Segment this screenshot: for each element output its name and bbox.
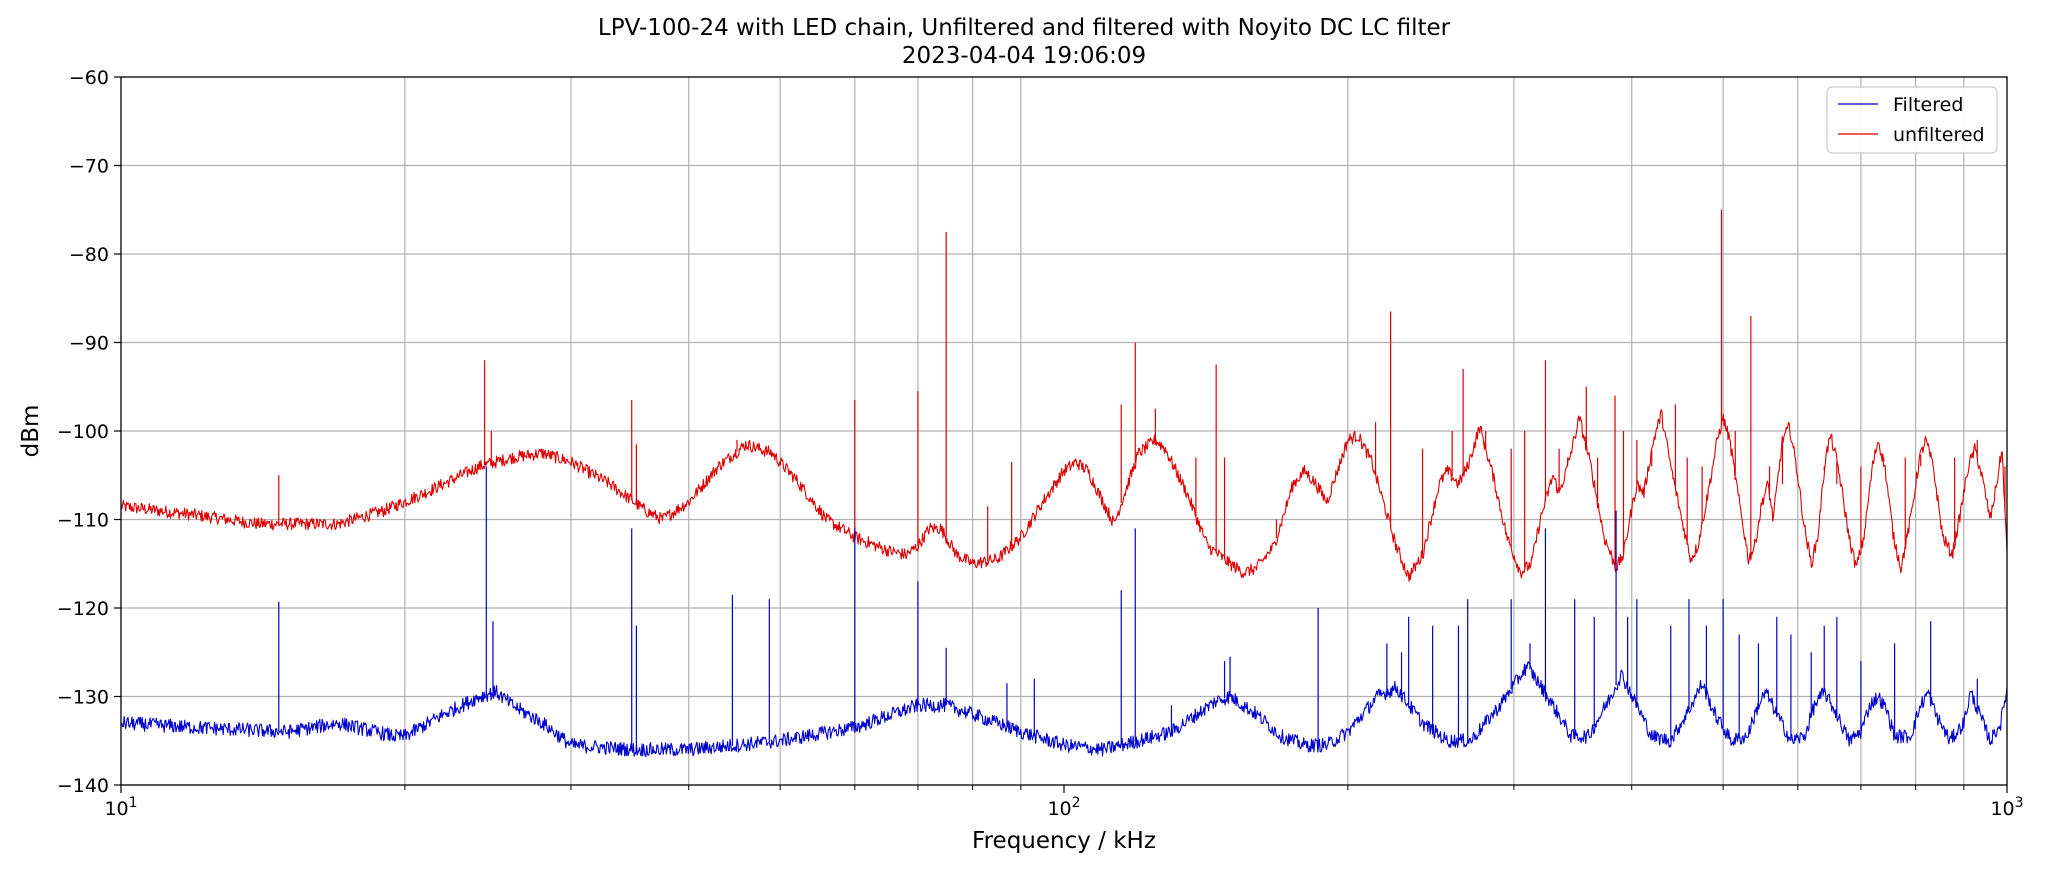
x-tick-label: 102 bbox=[1047, 795, 1080, 820]
y-tick-label: −60 bbox=[69, 67, 109, 89]
series-line-unfiltered bbox=[121, 409, 2007, 582]
x-axis-ticks: 101 102 103 bbox=[104, 785, 2024, 820]
series-layer bbox=[121, 209, 2007, 757]
y-axis-label: dBm bbox=[18, 405, 44, 458]
y-tick-label: −130 bbox=[57, 687, 109, 709]
y-tick-label: −120 bbox=[57, 598, 109, 620]
y-tick-label: −90 bbox=[69, 333, 109, 355]
legend-label-unfiltered: unfiltered bbox=[1893, 124, 1985, 146]
legend: Filtered unfiltered bbox=[1826, 86, 1998, 154]
y-tick-label: −110 bbox=[57, 510, 109, 532]
y-tick-label: −80 bbox=[69, 244, 109, 266]
y-tick-label: −70 bbox=[69, 156, 109, 178]
legend-label-filtered: Filtered bbox=[1893, 94, 1963, 116]
minor-tick-marks bbox=[404, 785, 1965, 790]
y-tick-label: −100 bbox=[57, 421, 109, 443]
grid-lines bbox=[121, 77, 2007, 785]
y-axis-ticks: −60 −70 −80 −90 −100 −110 −120 −130 −140 bbox=[57, 67, 121, 797]
chart-subtitle: 2023-04-04 19:06:09 bbox=[901, 43, 1147, 69]
y-tick-label: −140 bbox=[57, 775, 109, 797]
series-line-filtered bbox=[121, 661, 2007, 757]
x-tick-label: 103 bbox=[1990, 795, 2023, 820]
chart-title: LPV-100-24 with LED chain, Unfiltered an… bbox=[597, 15, 1451, 41]
x-tick-label: 101 bbox=[104, 795, 137, 820]
x-axis-label: Frequency / kHz bbox=[972, 828, 1156, 854]
